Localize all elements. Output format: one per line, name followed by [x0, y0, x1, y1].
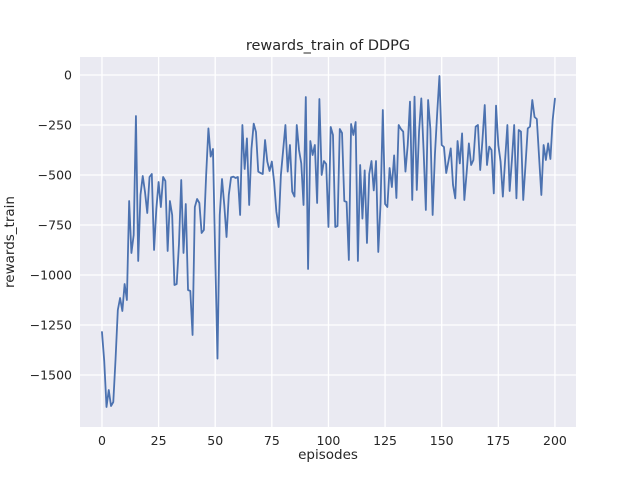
training-rewards-line: [101, 75, 556, 408]
x-tick-label: 175: [486, 433, 511, 448]
y-tick-label: −1500: [29, 367, 72, 383]
y-tick-label: −750: [37, 217, 72, 233]
x-tick-label: 200: [542, 433, 567, 448]
chart-title: rewards_train of DDPG: [245, 38, 411, 54]
y-tick-label: −250: [37, 117, 72, 133]
y-tick-label: −500: [37, 167, 72, 183]
x-tick-label: 150: [429, 433, 454, 448]
y-tick-label: 0: [64, 67, 72, 83]
y-tick-label: −1000: [29, 267, 72, 283]
x-axis-label: episodes: [298, 447, 358, 463]
x-tick-label: 50: [207, 433, 224, 448]
x-tick-label: 25: [150, 433, 167, 448]
x-tick-label: 75: [263, 433, 280, 448]
x-tick-label: 100: [316, 433, 341, 448]
x-tick-label: 0: [97, 433, 106, 448]
x-tick-label: 125: [373, 433, 397, 448]
y-tick-label: −1250: [29, 317, 72, 333]
